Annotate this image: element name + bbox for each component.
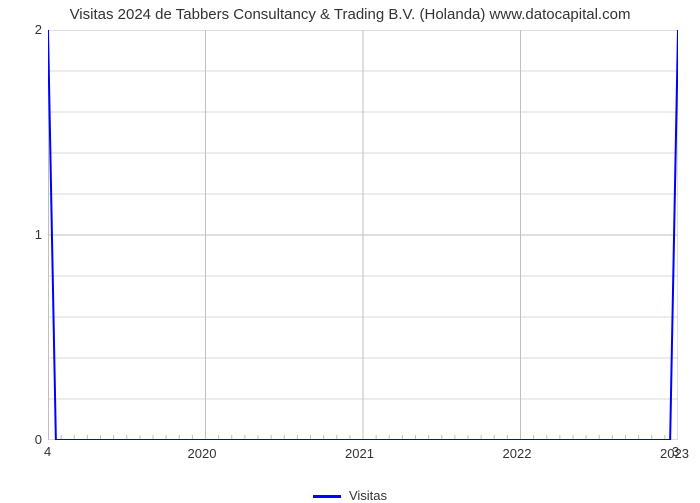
y-tick-label: 0: [22, 432, 42, 447]
chart-title: Visitas 2024 de Tabbers Consultancy & Tr…: [0, 6, 700, 23]
legend: Visitas: [0, 488, 700, 503]
x-tick-label: 2022: [503, 446, 532, 461]
corner-label-bottom-left: 4: [44, 444, 51, 459]
plot-area: [48, 30, 678, 440]
x-tick-label: 2020: [188, 446, 217, 461]
legend-swatch: [313, 495, 341, 498]
legend-label: Visitas: [349, 488, 387, 503]
chart-container: Visitas 2024 de Tabbers Consultancy & Tr…: [0, 0, 700, 500]
corner-label-bottom-right: 3: [672, 444, 679, 459]
y-tick-label: 2: [22, 22, 42, 37]
y-tick-label: 1: [22, 227, 42, 242]
x-tick-label: 2021: [345, 446, 374, 461]
